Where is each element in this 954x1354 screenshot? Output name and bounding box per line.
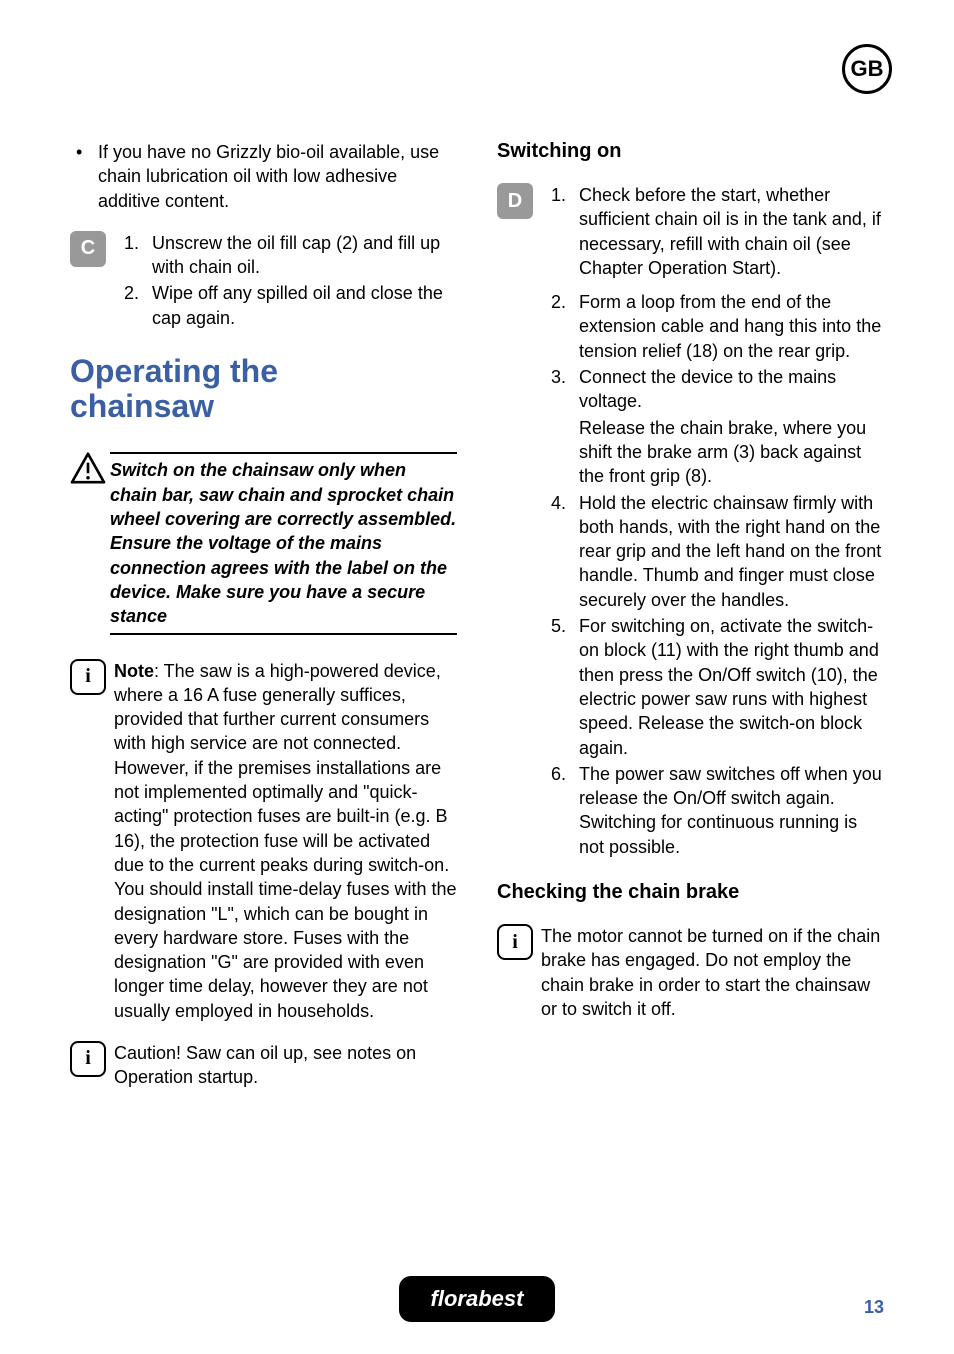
- item-number: 1.: [124, 231, 152, 280]
- subheading-switching: Switching on: [497, 140, 884, 163]
- info-text: The motor cannot be turned on if the cha…: [541, 924, 884, 1021]
- warning-block: Switch on the chainsaw only when chain b…: [70, 452, 457, 634]
- section-heading: Operating the chainsaw: [70, 354, 457, 424]
- info-block-brake: i The motor cannot be turned on if the c…: [497, 924, 884, 1021]
- footer: florabest: [0, 1276, 954, 1322]
- list-item: Release the chain brake, where you shift…: [551, 416, 884, 489]
- list-item: 1. Check before the start, whether suffi…: [551, 183, 884, 280]
- info-icon: i: [497, 924, 541, 1021]
- list-item: 6. The power saw switches off when you r…: [551, 762, 884, 859]
- region-badge: GB: [842, 44, 892, 94]
- list-item: 2. Wipe off any spilled oil and close th…: [124, 281, 457, 330]
- subheading-brake: Checking the chain brake: [497, 881, 884, 904]
- letter-icon-d: D: [497, 183, 533, 219]
- item-number: 2.: [124, 281, 152, 330]
- right-column: Switching on D 1. Check before the start…: [497, 140, 884, 1108]
- bullet-text: If you have no Grizzly bio-oil available…: [98, 140, 457, 213]
- list-item: 1. Unscrew the oil fill cap (2) and fill…: [124, 231, 457, 280]
- item-number: 1.: [551, 183, 579, 280]
- content-columns: • If you have no Grizzly bio-oil availab…: [70, 140, 884, 1108]
- item-text: Check before the start, whether sufficie…: [579, 183, 884, 280]
- letter-icon-c: C: [70, 231, 106, 267]
- page-number: 13: [864, 1297, 884, 1318]
- brand-logo: florabest: [399, 1276, 555, 1322]
- item-text: Hold the electric chainsaw firmly with b…: [579, 491, 884, 612]
- item-text: Unscrew the oil fill cap (2) and fill up…: [152, 231, 457, 280]
- step-block-c: C 1. Unscrew the oil fill cap (2) and fi…: [70, 231, 457, 332]
- info-icon: i: [70, 1041, 114, 1090]
- info-text: Note: The saw is a high-powered device, …: [114, 659, 457, 1023]
- item-text: Connect the device to the mains voltage.: [579, 365, 884, 414]
- left-column: • If you have no Grizzly bio-oil availab…: [70, 140, 457, 1108]
- item-text: For switching on, activate the switch-on…: [579, 614, 884, 760]
- item-number: 5.: [551, 614, 579, 760]
- info-block-caution: i Caution! Saw can oil up, see notes on …: [70, 1041, 457, 1090]
- item-number: 3.: [551, 365, 579, 414]
- step-block-d: D 1. Check before the start, whether suf…: [497, 183, 884, 282]
- item-text: Wipe off any spilled oil and close the c…: [152, 281, 457, 330]
- list-item: 4. Hold the electric chainsaw firmly wit…: [551, 491, 884, 612]
- list-item: 5. For switching on, activate the switch…: [551, 614, 884, 760]
- warning-icon: [70, 452, 110, 634]
- item-text: Release the chain brake, where you shift…: [579, 416, 884, 489]
- bullet-item: • If you have no Grizzly bio-oil availab…: [70, 140, 457, 213]
- item-number: [551, 416, 579, 489]
- numbered-list: 1. Unscrew the oil fill cap (2) and fill…: [124, 231, 457, 332]
- list-item: 3. Connect the device to the mains volta…: [551, 365, 884, 414]
- info-icon: i: [70, 659, 114, 1023]
- info-block-note: i Note: The saw is a high-powered device…: [70, 659, 457, 1023]
- numbered-list: 1. Check before the start, whether suffi…: [551, 183, 884, 282]
- caution-text: Caution! Saw can oil up, see notes on Op…: [114, 1041, 457, 1090]
- list-item: 2. Form a loop from the end of the exten…: [551, 290, 884, 363]
- item-number: 2.: [551, 290, 579, 363]
- item-text: The power saw switches off when you rele…: [579, 762, 884, 859]
- warning-text: Switch on the chainsaw only when chain b…: [110, 452, 457, 634]
- item-text: Form a loop from the end of the extensio…: [579, 290, 884, 363]
- numbered-list-continued: 2. Form a loop from the end of the exten…: [497, 290, 884, 859]
- item-number: 4.: [551, 491, 579, 612]
- bullet-dot: •: [70, 140, 98, 213]
- item-number: 6.: [551, 762, 579, 859]
